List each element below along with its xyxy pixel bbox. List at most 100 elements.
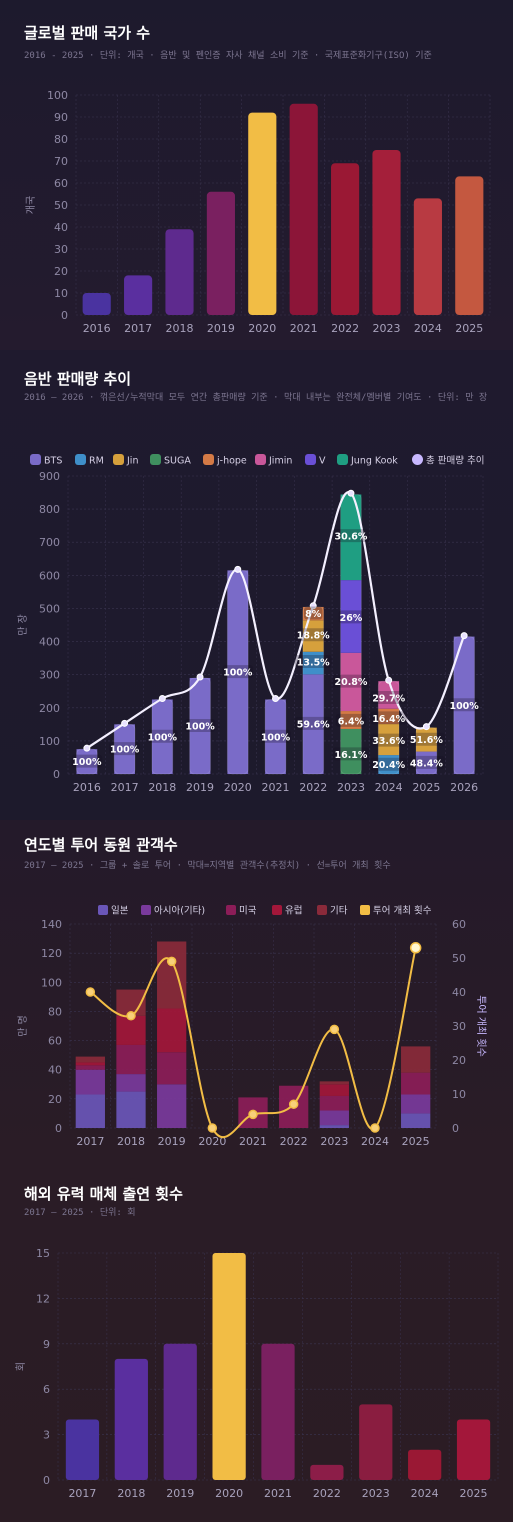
data-label: 29.7% bbox=[372, 693, 405, 704]
bar-segment bbox=[340, 711, 362, 729]
x-tick-label: 2023 bbox=[337, 781, 365, 794]
bar-chart-countries: 0 10 20 30 40 50 60 70 80 90 100 2016 2017 2018 2019 20… bbox=[25, 89, 491, 335]
bar bbox=[455, 176, 484, 315]
data-label: 33.6% bbox=[372, 736, 405, 747]
bar-segment bbox=[378, 708, 400, 724]
legend-label: 투어 개최 횟수 bbox=[373, 905, 432, 917]
line-point bbox=[409, 942, 422, 954]
bar-segment bbox=[116, 1074, 146, 1092]
chart-subtitle: 2017 — 2025 · 단위: 회 bbox=[24, 1208, 136, 1218]
legend-swatch bbox=[75, 454, 86, 465]
bar bbox=[163, 1343, 197, 1480]
bar-segment bbox=[302, 620, 324, 652]
legend-swatch bbox=[141, 905, 151, 915]
bar-segment bbox=[319, 1125, 349, 1128]
x-tick-label: 2024 bbox=[411, 1487, 439, 1500]
y-tick-label: 40 bbox=[54, 221, 68, 234]
data-label-bg bbox=[338, 610, 364, 624]
x-tick-label: 2022 bbox=[313, 1487, 341, 1500]
legend-label: j-hope bbox=[216, 456, 247, 467]
bar-chart-media: 0 3 6 9 12 15 2017 2018 2019 2020 2021 2022 2023 2024… bbox=[15, 1247, 499, 1500]
x-tick-label: 2021 bbox=[264, 1487, 292, 1500]
line-point bbox=[234, 565, 242, 573]
line-point bbox=[158, 695, 166, 702]
data-label: 51.6% bbox=[410, 735, 443, 746]
bar-segment bbox=[340, 728, 362, 774]
legend-swatch bbox=[412, 454, 423, 465]
bar-segment bbox=[378, 723, 400, 756]
bar bbox=[359, 1404, 393, 1480]
y-axis-label: 만 명 bbox=[17, 1015, 29, 1037]
x-tick-label: 2020 bbox=[198, 1135, 226, 1148]
legend-swatch bbox=[305, 454, 316, 465]
x-tick-label: 2018 bbox=[117, 1487, 145, 1500]
legend-swatch bbox=[337, 454, 348, 465]
line-point bbox=[288, 1099, 299, 1109]
bar-segment bbox=[116, 1091, 146, 1128]
data-label-bg bbox=[332, 674, 370, 688]
y-tick-label: 30 bbox=[54, 243, 68, 256]
x-tick-label: 2018 bbox=[166, 322, 194, 335]
data-label: 16.1% bbox=[334, 750, 367, 761]
y2-tick-label: 0 bbox=[452, 1122, 459, 1135]
legend-swatch bbox=[203, 454, 214, 465]
x-tick-label: 2025 bbox=[460, 1487, 488, 1500]
data-label: 100% bbox=[72, 757, 102, 768]
x-tick-label: 2019 bbox=[158, 1135, 186, 1148]
data-label: 18.8% bbox=[297, 631, 330, 642]
x-tick-label: 2017 bbox=[124, 322, 152, 335]
y-tick-label: 80 bbox=[48, 1005, 62, 1018]
x-tick-label: 2018 bbox=[117, 1135, 145, 1148]
x-tick-label: 2023 bbox=[320, 1135, 348, 1148]
line-point bbox=[248, 1109, 258, 1120]
bar-segment bbox=[416, 751, 437, 774]
data-label-bg bbox=[407, 755, 445, 769]
bar-segment bbox=[340, 580, 362, 653]
bar-segment bbox=[319, 1081, 349, 1085]
bar bbox=[261, 1343, 295, 1480]
y-tick-label: 700 bbox=[39, 536, 60, 549]
data-label-bg bbox=[332, 747, 370, 761]
data-label-bg bbox=[370, 711, 408, 725]
line-point bbox=[207, 1123, 218, 1133]
bar-segment bbox=[76, 749, 98, 774]
x-tick-label: 2021 bbox=[239, 1135, 267, 1148]
line-point bbox=[126, 1011, 136, 1021]
legend-swatch bbox=[317, 905, 327, 915]
y-tick-label: 12 bbox=[36, 1292, 50, 1305]
x-tick-label: 2020 bbox=[215, 1487, 243, 1500]
chart-panel-tour: 연도별 투어 동원 관객수 2017 — 2025 · 그룹 + 솔로 투어 ·… bbox=[0, 820, 513, 1165]
data-label: 8% bbox=[305, 609, 322, 620]
y-tick-label: 60 bbox=[48, 1035, 62, 1048]
bar bbox=[212, 1253, 246, 1480]
data-label-bg bbox=[184, 718, 216, 732]
legend-label: 아시아(기타) bbox=[154, 906, 205, 917]
bar bbox=[331, 163, 360, 315]
bar bbox=[372, 150, 401, 315]
y2-tick-label: 10 bbox=[452, 1088, 466, 1101]
legend-swatch bbox=[98, 905, 108, 915]
legend-label: RM bbox=[89, 456, 104, 467]
bar-segment bbox=[453, 636, 475, 774]
line-point bbox=[422, 723, 430, 731]
x-tick-label: 2017 bbox=[76, 1135, 104, 1148]
legend-label: Jimin bbox=[268, 456, 292, 467]
x-tick-label: 2023 bbox=[373, 322, 401, 335]
bar-segment bbox=[157, 1084, 187, 1128]
chart-panel-sales: 음반 판매량 추이 2016 — 2026 · 꺾은선/누적막대 모두 연간 총… bbox=[0, 350, 513, 820]
bar-segment bbox=[416, 727, 437, 752]
data-label-bg bbox=[304, 606, 323, 620]
data-label-bg bbox=[109, 742, 140, 756]
y-tick-label: 900 bbox=[39, 470, 60, 483]
data-label: 6.4% bbox=[338, 716, 365, 727]
bar-segment bbox=[340, 494, 362, 581]
y-tick-label: 200 bbox=[39, 702, 60, 715]
bar-segment bbox=[75, 1065, 105, 1070]
data-label: 30.6% bbox=[334, 532, 367, 543]
x-tick-label: 2022 bbox=[299, 781, 327, 794]
y-tick-label: 0 bbox=[53, 768, 60, 781]
bar-segment bbox=[75, 1056, 105, 1063]
data-label-bg bbox=[146, 729, 178, 743]
x-tick-label: 2021 bbox=[290, 322, 318, 335]
bar bbox=[408, 1449, 442, 1480]
